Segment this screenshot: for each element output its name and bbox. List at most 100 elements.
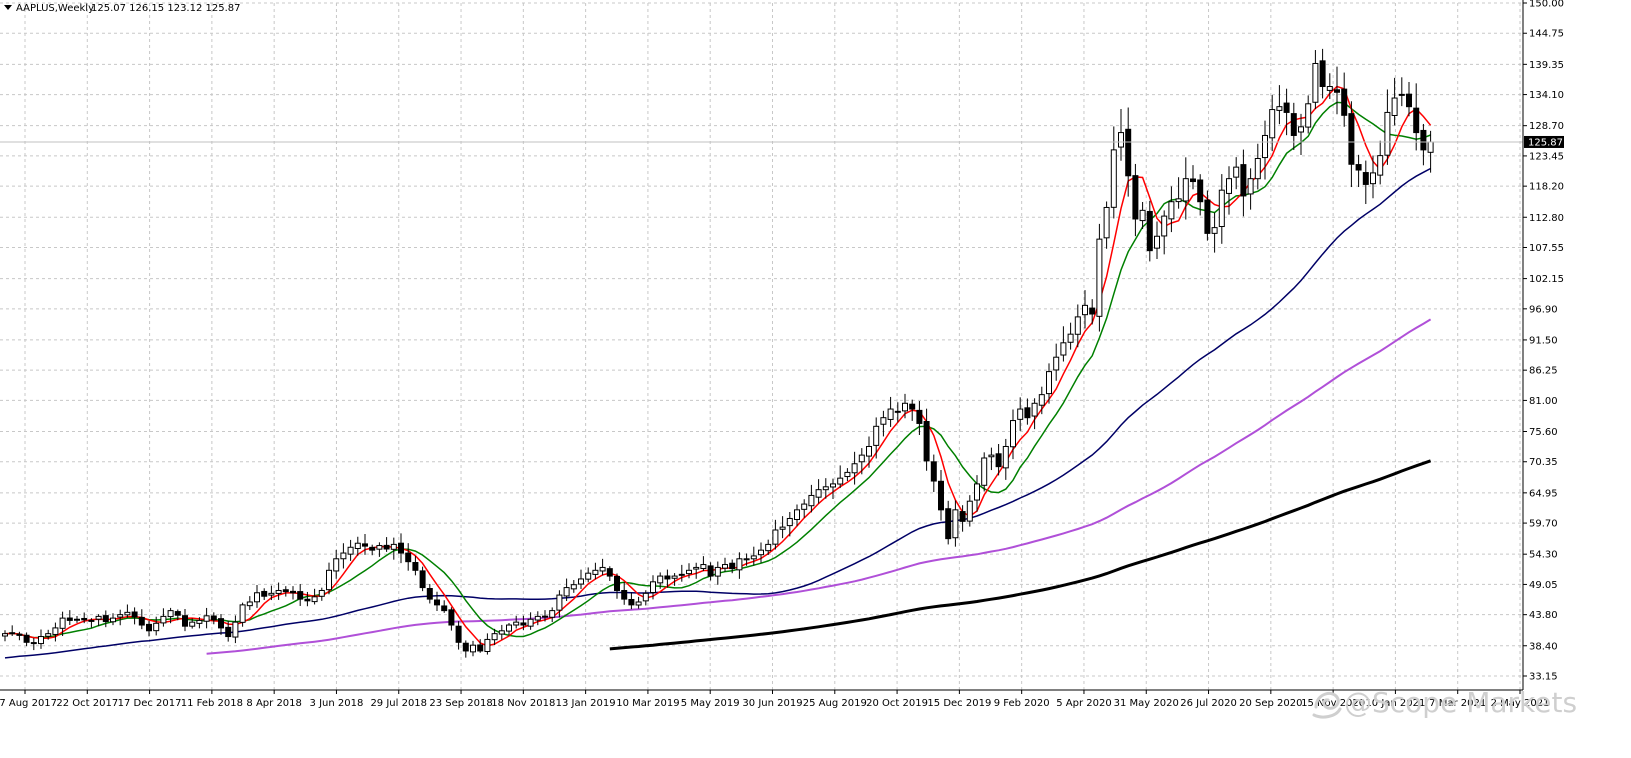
candle xyxy=(282,586,289,597)
candle xyxy=(30,638,37,651)
candle xyxy=(743,553,750,566)
candle xyxy=(693,562,700,579)
x-tick-label: 20 Sep 2020 xyxy=(1239,698,1302,709)
candle xyxy=(1046,363,1052,404)
candle xyxy=(1024,398,1031,425)
x-tick-label: 10 Mar 2019 xyxy=(616,698,679,709)
candle xyxy=(1096,223,1103,332)
candlesticks xyxy=(2,48,1434,658)
candle xyxy=(822,478,829,499)
candle xyxy=(59,611,66,637)
candle xyxy=(1348,101,1355,188)
watermark: @Scope Markets xyxy=(1312,686,1577,719)
candle xyxy=(513,615,520,629)
candle xyxy=(808,484,815,513)
candle xyxy=(894,402,901,423)
candle xyxy=(412,556,419,576)
y-tick-label: 86.25 xyxy=(1529,366,1558,377)
candle xyxy=(383,537,390,552)
candle xyxy=(110,613,116,626)
candle xyxy=(714,561,721,585)
y-tick-label: 43.80 xyxy=(1529,610,1558,621)
candle xyxy=(1175,177,1182,209)
x-tick-label: 30 Jun 2019 xyxy=(742,698,802,709)
candle xyxy=(167,607,174,624)
candle xyxy=(988,447,995,471)
candle xyxy=(642,590,649,606)
candle xyxy=(426,583,433,604)
candle xyxy=(657,572,664,589)
candle xyxy=(1139,202,1146,229)
candle xyxy=(945,500,952,545)
candle xyxy=(1038,386,1045,415)
swirl-logo-icon xyxy=(1312,691,1342,719)
candle xyxy=(66,610,73,626)
candle xyxy=(1305,95,1312,134)
candle xyxy=(246,596,253,610)
candle xyxy=(491,628,498,646)
candle xyxy=(606,566,613,582)
x-tick-label: 2 May 2021 xyxy=(1491,698,1550,709)
candle xyxy=(290,586,296,600)
candle xyxy=(1341,72,1348,127)
candle xyxy=(959,505,966,532)
x-tick-label: 20 Oct 2019 xyxy=(866,698,928,709)
ma-200-line xyxy=(609,459,1432,651)
candle xyxy=(1276,85,1283,125)
candle xyxy=(1060,326,1067,362)
candle xyxy=(455,621,462,650)
candle xyxy=(549,607,556,623)
candle xyxy=(434,591,440,611)
candle xyxy=(1182,157,1189,220)
candle xyxy=(506,622,512,636)
candle xyxy=(1240,149,1247,217)
candle xyxy=(1067,322,1074,350)
y-tick-label: 91.50 xyxy=(1529,335,1558,346)
candle xyxy=(95,614,102,627)
candle xyxy=(779,516,786,539)
candle xyxy=(1211,212,1218,253)
symbol-header: AAPLUS,Weekly xyxy=(16,3,94,14)
candle xyxy=(664,569,671,588)
candle xyxy=(1377,140,1384,185)
candle xyxy=(239,602,246,627)
candle xyxy=(873,417,880,459)
candle xyxy=(1002,438,1009,480)
y-tick-label: 49.05 xyxy=(1529,580,1558,591)
candle xyxy=(866,436,872,468)
candle xyxy=(520,615,527,631)
candle xyxy=(707,562,714,581)
candle xyxy=(297,584,304,606)
candle xyxy=(203,607,210,629)
candle xyxy=(1283,88,1290,136)
y-tick-label: 112.80 xyxy=(1529,213,1564,224)
candle xyxy=(570,580,577,593)
candle xyxy=(1074,304,1081,348)
x-tick-label: 10 Jan 2021 xyxy=(1365,698,1425,709)
dropdown-arrow-icon[interactable] xyxy=(4,5,12,10)
candle xyxy=(1326,73,1333,99)
candle xyxy=(1161,210,1168,255)
candle xyxy=(376,542,383,557)
x-tick-label: 23 Sep 2018 xyxy=(429,698,492,709)
x-tick-label: 3 Jun 2018 xyxy=(310,698,364,709)
candle xyxy=(23,632,30,647)
candle xyxy=(470,640,476,657)
y-tick-label: 118.20 xyxy=(1529,182,1564,193)
candle xyxy=(830,478,836,500)
candle xyxy=(1053,343,1060,381)
candle xyxy=(52,622,59,642)
candle xyxy=(614,573,620,599)
x-tick-label: 18 Nov 2018 xyxy=(491,698,555,709)
candle xyxy=(390,537,397,560)
candle xyxy=(1420,123,1427,166)
candle xyxy=(1132,163,1139,237)
candle xyxy=(722,557,728,572)
svg-text:125.87: 125.87 xyxy=(1528,137,1563,148)
candle xyxy=(318,587,325,601)
y-tick-label: 139.35 xyxy=(1529,60,1564,71)
candle xyxy=(38,629,44,649)
candle xyxy=(938,470,944,521)
x-tick-label: 8 Apr 2018 xyxy=(246,698,301,709)
